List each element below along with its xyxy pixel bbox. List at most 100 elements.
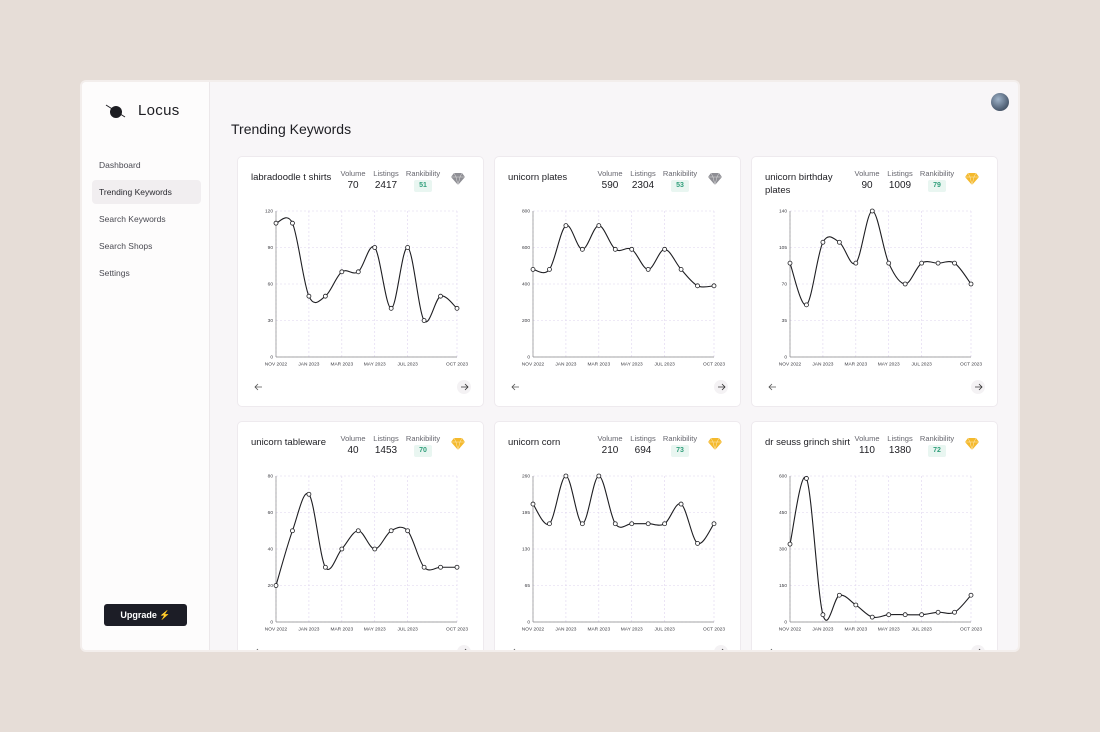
point	[645, 521, 651, 527]
app-window: Locus Dashboard Trending Keywords Search K…	[80, 80, 1020, 652]
stat-label: Listings	[630, 169, 656, 178]
point	[306, 293, 312, 299]
next-bg	[714, 645, 728, 650]
prev-arrow[interactable]	[769, 648, 776, 652]
y-tick-label: 260	[522, 473, 530, 479]
gem-icon	[965, 172, 979, 186]
keyword-card: NOV 2022 JAN 2023 MAR 2023 MAY 2023 JUL 2023…	[494, 421, 741, 652]
point	[454, 564, 460, 570]
nav-item[interactable]: Dashboard	[99, 160, 141, 170]
next-arrow[interactable]	[975, 383, 983, 391]
point	[629, 246, 635, 252]
upgrade-button[interactable]: Upgrade ⚡	[104, 604, 187, 626]
chart: NOV 2022 JAN 2023 MAR 2023 MAY 2023 JUL 2023…	[769, 473, 985, 652]
point	[306, 491, 312, 497]
stat-value: 40	[347, 445, 359, 456]
x-tick-label: JUL 2023	[397, 626, 418, 632]
gem-icon	[708, 172, 722, 186]
stat-label: Listings	[887, 169, 913, 178]
gem-icon	[451, 172, 465, 186]
gem-shape	[708, 438, 722, 450]
x-tick-label: JUL 2023	[397, 361, 418, 367]
point	[596, 473, 602, 479]
x-tick-label: JAN 2023	[298, 361, 319, 367]
prev-arrow[interactable]	[254, 383, 262, 391]
prev-arrow[interactable]	[768, 383, 776, 391]
keyword-card: NOV 2022 JAN 2023 MAR 2023 MAY 2023 JUL 2023…	[751, 421, 998, 652]
x-tick-label: JUL 2023	[654, 361, 675, 367]
point	[935, 260, 941, 266]
point	[711, 521, 717, 527]
y-tick-label: 0	[270, 619, 273, 625]
point	[290, 220, 295, 226]
nav-item[interactable]: Trending Keywords	[92, 180, 201, 204]
rank-badge: 51	[414, 180, 432, 192]
y-tick-label: 450	[779, 510, 787, 516]
gem-facets	[708, 437, 722, 451]
point	[820, 239, 826, 245]
stat-value: 70	[347, 180, 359, 191]
keyword-title: unicorn birthday plates	[765, 172, 833, 196]
x-tick-label: MAR 2023	[844, 361, 867, 367]
line	[275, 492, 457, 586]
point	[853, 260, 859, 266]
stat-label: Listings	[630, 434, 656, 443]
stat-value: 2304	[631, 180, 655, 191]
point	[902, 612, 908, 618]
next-arrow[interactable]	[718, 383, 726, 391]
x-tick-label: JAN 2023	[555, 361, 576, 367]
point	[678, 501, 684, 507]
point	[563, 223, 569, 228]
logo[interactable]: Locus	[104, 100, 204, 124]
point	[339, 546, 345, 552]
stat-value: 110	[859, 445, 875, 456]
y-tick-label: 35	[782, 318, 788, 324]
point	[339, 269, 345, 275]
point	[421, 564, 427, 570]
gem-icon	[708, 437, 722, 451]
prev-arrow[interactable]	[512, 648, 519, 652]
y-tick-label: 70	[782, 281, 788, 287]
y-tick-label: 195	[522, 510, 530, 516]
point	[579, 521, 585, 527]
x-tick-label: JUL 2023	[911, 361, 932, 367]
stat-label: Listings	[373, 434, 399, 443]
rank-badge: 72	[928, 445, 946, 457]
point	[290, 528, 295, 534]
gem-shape	[965, 438, 979, 450]
stat-label: Listings	[373, 169, 399, 178]
logo-icon	[105, 104, 126, 118]
point	[322, 564, 328, 570]
x-tick-label: MAY 2023	[364, 361, 386, 367]
x-tick-label: NOV 2022	[522, 626, 545, 632]
keyword-title: labradoodle t shirts	[251, 172, 332, 183]
prev-arrow[interactable]	[255, 648, 262, 652]
gem-facets	[451, 437, 465, 451]
point	[695, 540, 700, 546]
next-bg	[457, 645, 471, 650]
point	[662, 246, 668, 252]
point	[372, 245, 378, 250]
nav-item[interactable]: Settings	[99, 268, 130, 278]
point	[820, 612, 826, 618]
point	[547, 267, 552, 272]
stat-value: 590	[601, 180, 619, 191]
x-tick-label: JAN 2023	[812, 626, 833, 632]
avatar[interactable]	[991, 93, 1009, 111]
y-tick-label: 0	[527, 619, 530, 625]
x-tick-label: MAY 2023	[621, 361, 643, 367]
point	[952, 260, 957, 266]
gem-shape	[451, 173, 465, 185]
prev-arrow[interactable]	[511, 383, 519, 391]
nav-item[interactable]: Search Shops	[99, 241, 153, 251]
point	[547, 521, 552, 527]
point	[388, 528, 394, 534]
point	[629, 521, 635, 527]
stat-value: 694	[634, 445, 652, 456]
x-tick-label: OCT 2023	[960, 361, 982, 367]
nav-item[interactable]: Search Keywords	[99, 214, 166, 224]
y-tick-label: 40	[268, 546, 274, 552]
point	[968, 281, 974, 287]
next-arrow[interactable]	[461, 383, 469, 391]
keyword-title: unicorn tableware	[251, 437, 326, 448]
